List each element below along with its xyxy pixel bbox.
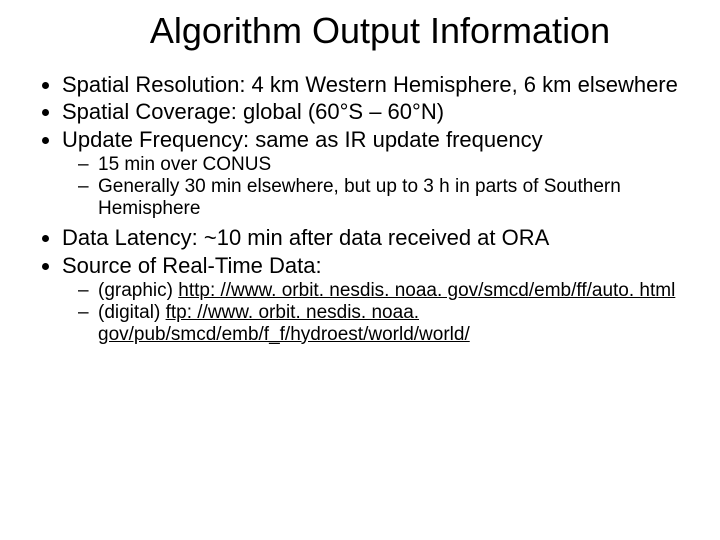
- digital-prefix: (digital): [98, 302, 166, 323]
- update-frequency-sublist: 15 min over CONUS Generally 30 min elsew…: [62, 154, 690, 220]
- graphic-prefix: (graphic): [98, 280, 178, 301]
- sub-bullet-elsewhere: Generally 30 min elsewhere, but up to 3 …: [98, 176, 690, 220]
- bullet-update-frequency-text: Update Frequency: same as IR update freq…: [62, 127, 543, 152]
- slide-title: Algorithm Output Information: [30, 10, 690, 52]
- bullet-update-frequency: Update Frequency: same as IR update freq…: [62, 127, 690, 220]
- sub-bullet-digital: (digital) ftp: //www. orbit. nesdis. noa…: [98, 302, 690, 346]
- source-data-sublist: (graphic) http: //www. orbit. nesdis. no…: [62, 280, 690, 346]
- main-bullet-list: Spatial Resolution: 4 km Western Hemisph…: [30, 72, 690, 346]
- bullet-spatial-resolution: Spatial Resolution: 4 km Western Hemisph…: [62, 72, 690, 97]
- sub-bullet-conus: 15 min over CONUS: [98, 154, 690, 176]
- bullet-data-latency: Data Latency: ~10 min after data receive…: [62, 225, 690, 250]
- bullet-source-data-text: Source of Real-Time Data:: [62, 253, 322, 278]
- graphic-link[interactable]: http: //www. orbit. nesdis. noaa. gov/sm…: [178, 280, 675, 301]
- bullet-source-data: Source of Real-Time Data: (graphic) http…: [62, 253, 690, 346]
- bullet-spatial-coverage: Spatial Coverage: global (60°S – 60°N): [62, 99, 690, 124]
- sub-bullet-graphic: (graphic) http: //www. orbit. nesdis. no…: [98, 280, 690, 302]
- slide: Algorithm Output Information Spatial Res…: [0, 0, 720, 372]
